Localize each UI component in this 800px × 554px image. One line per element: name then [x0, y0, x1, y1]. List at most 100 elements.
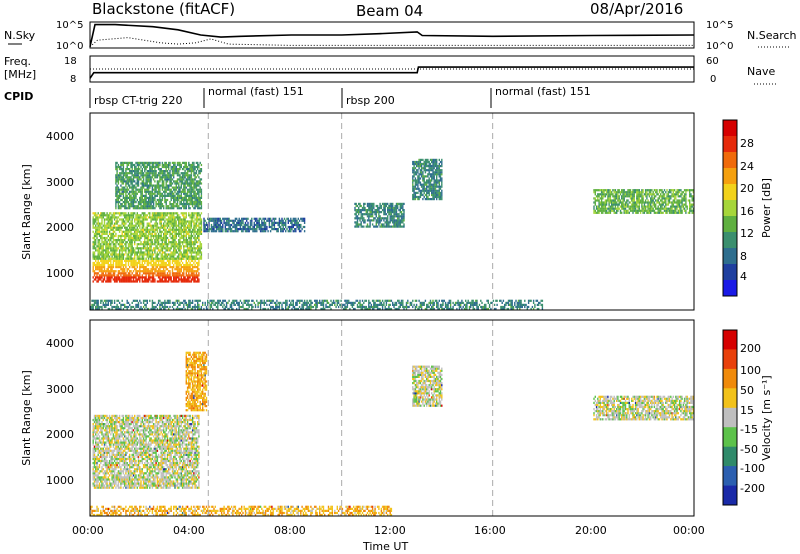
heat-cell: [142, 235, 143, 237]
heat-cell: [169, 227, 170, 229]
heat-cell: [139, 258, 140, 260]
heat-cell: [610, 208, 611, 210]
heat-cell: [293, 224, 294, 226]
heat-cell: [133, 180, 134, 182]
heat-cell: [200, 191, 201, 193]
heat-cell: [120, 268, 121, 270]
heat-cell: [295, 230, 296, 232]
heat-cell: [148, 233, 149, 235]
heat-cell: [635, 210, 636, 212]
heat-cell: [162, 264, 163, 266]
heat-cell: [362, 215, 363, 217]
heat-cell: [178, 185, 179, 187]
heat-cell: [132, 168, 133, 170]
heat-cell: [128, 178, 129, 180]
heat-cell: [134, 197, 135, 199]
heat-cell: [639, 193, 640, 195]
heat-cell: [169, 260, 170, 262]
heat-cell: [144, 170, 145, 172]
heat-cell: [171, 245, 172, 247]
heat-cell: [422, 177, 423, 179]
heat-cell: [636, 195, 637, 197]
heat-cell: [169, 170, 170, 172]
heat-cell: [627, 193, 628, 195]
heat-cell: [134, 231, 135, 233]
heat-cell: [187, 189, 188, 191]
heat-cell: [240, 222, 241, 224]
heat-cell: [393, 213, 394, 215]
heat-cell: [178, 191, 179, 193]
heat-cell: [187, 172, 188, 174]
heat-cell: [94, 237, 95, 239]
title: Blackstone (fitACF): [92, 0, 235, 18]
heat-cell: [149, 214, 150, 216]
heat-cell: [161, 199, 162, 201]
heat-cell: [614, 208, 615, 210]
heat-cell: [434, 186, 435, 188]
heat-cell: [162, 218, 163, 220]
heat-cell: [105, 272, 106, 274]
heat-cell: [172, 258, 173, 260]
heat-cell: [189, 237, 190, 239]
heat-cell: [118, 187, 119, 189]
heat-cell: [168, 162, 169, 164]
heat-cell: [194, 266, 195, 268]
heat-cell: [225, 224, 226, 226]
heat-cell: [101, 241, 102, 243]
heat-cell: [178, 220, 179, 222]
heat-cell: [227, 220, 228, 222]
heat-cell: [129, 195, 130, 197]
freq-label: Freq.: [4, 55, 31, 68]
heat-cell: [232, 220, 233, 222]
heat-cell: [166, 168, 167, 170]
heat-cell: [122, 168, 123, 170]
heat-cell: [368, 213, 369, 215]
heat-cell: [602, 195, 603, 197]
heat-cell: [398, 217, 399, 219]
heat-cell: [197, 274, 198, 276]
heat-cell: [415, 182, 416, 184]
heat-cell: [274, 222, 275, 224]
heat-cell: [196, 197, 197, 199]
heat-cell: [429, 188, 430, 190]
heat-cell: [183, 258, 184, 260]
heat-cell: [122, 172, 123, 174]
heat-cell: [124, 180, 125, 182]
heat-cell: [144, 247, 145, 249]
heat-cell: [152, 187, 153, 189]
heat-cell: [184, 191, 185, 193]
heat-cell: [168, 229, 169, 231]
heat-cell: [111, 276, 112, 278]
heat-cell: [197, 201, 198, 203]
heat-cell: [183, 256, 184, 258]
heat-cell: [183, 239, 184, 241]
heat-cell: [124, 172, 125, 174]
heat-cell: [197, 191, 198, 193]
heat-cell: [290, 226, 291, 228]
heat-cell: [197, 249, 198, 251]
heat-cell: [610, 191, 611, 193]
heat-cell: [149, 166, 150, 168]
heat-cell: [137, 266, 138, 268]
heat-cell: [137, 245, 138, 247]
heat-cell: [94, 223, 95, 225]
heat-cell: [95, 227, 96, 229]
heat-cell: [194, 231, 195, 233]
heat-cell: [132, 170, 133, 172]
heat-cell: [429, 165, 430, 167]
heat-cell: [431, 192, 432, 194]
heat-cell: [603, 189, 604, 191]
heat-cell: [211, 228, 212, 230]
heat-cell: [216, 222, 217, 224]
heat-cell: [431, 188, 432, 190]
heat-cell: [437, 173, 438, 175]
heat-cell: [194, 205, 195, 207]
heat-cell: [113, 214, 114, 216]
heat-cell: [144, 270, 145, 272]
heat-cell: [194, 274, 195, 276]
heat-cell: [176, 189, 177, 191]
heat-cell: [600, 210, 601, 212]
heat-cell: [155, 247, 156, 249]
heat-cell: [158, 227, 159, 229]
heat-cell: [153, 170, 154, 172]
